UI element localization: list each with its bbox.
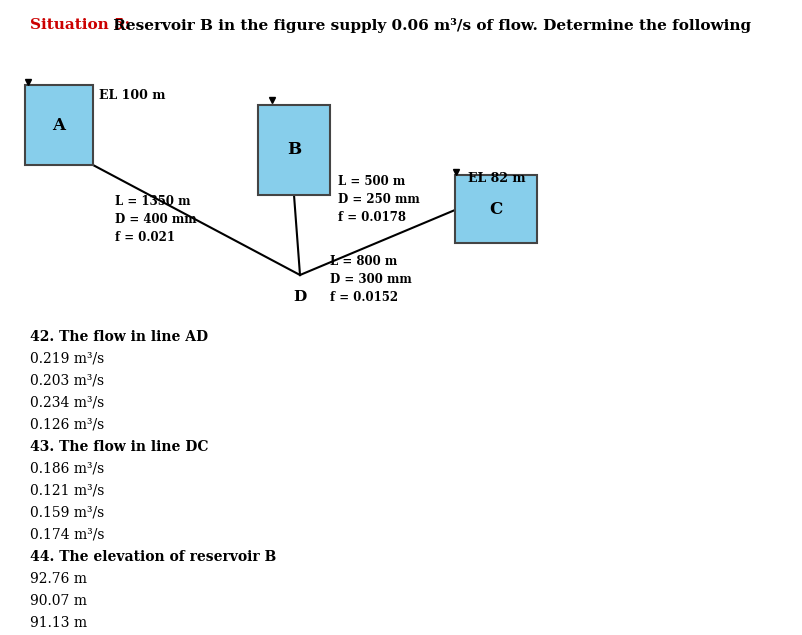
Text: 0.174 m³/s: 0.174 m³/s (30, 528, 104, 542)
Text: 0.234 m³/s: 0.234 m³/s (30, 396, 104, 410)
Text: EL 100 m: EL 100 m (99, 89, 165, 102)
Text: C: C (488, 201, 502, 218)
Text: D: D (293, 290, 306, 304)
Text: B: B (286, 142, 301, 159)
Text: EL 82 m: EL 82 m (468, 172, 525, 185)
Bar (25, 85, 93, 165)
Text: 90.07 m: 90.07 m (30, 594, 87, 608)
Text: 92.76 m: 92.76 m (30, 572, 87, 586)
Text: 43. The flow in line DC: 43. The flow in line DC (30, 440, 209, 454)
Text: 42. The flow in line AD: 42. The flow in line AD (30, 330, 208, 344)
Text: 0.121 m³/s: 0.121 m³/s (30, 484, 104, 498)
Text: 0.159 m³/s: 0.159 m³/s (30, 506, 104, 520)
Text: Situation 5:: Situation 5: (30, 18, 130, 32)
Text: 0.203 m³/s: 0.203 m³/s (30, 374, 104, 388)
Text: L = 500 m
D = 250 mm
f = 0.0178: L = 500 m D = 250 mm f = 0.0178 (338, 175, 419, 224)
Text: 0.219 m³/s: 0.219 m³/s (30, 352, 104, 366)
Text: L = 800 m
D = 300 mm
f = 0.0152: L = 800 m D = 300 mm f = 0.0152 (330, 255, 411, 304)
Text: A: A (52, 116, 66, 133)
Text: 91.13 m: 91.13 m (30, 616, 87, 630)
Text: L = 1350 m
D = 400 mm
f = 0.021: L = 1350 m D = 400 mm f = 0.021 (115, 195, 196, 244)
Bar (257, 105, 330, 195)
Text: 0.186 m³/s: 0.186 m³/s (30, 462, 104, 476)
Text: 44. The elevation of reservoir B: 44. The elevation of reservoir B (30, 550, 276, 564)
Text: Reservoir B in the figure supply 0.06 m³/s of flow. Determine the following: Reservoir B in the figure supply 0.06 m³… (107, 18, 750, 33)
Bar (455, 175, 537, 243)
Text: 0.126 m³/s: 0.126 m³/s (30, 418, 104, 432)
